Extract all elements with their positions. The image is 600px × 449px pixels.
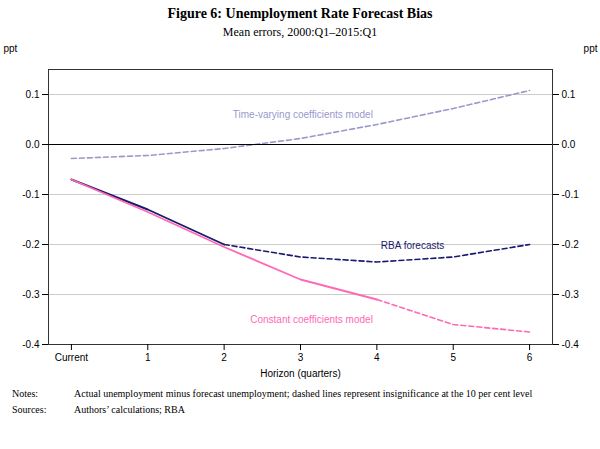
svg-text:-0.1: -0.1 <box>22 189 40 200</box>
svg-text:Horizon (quarters): Horizon (quarters) <box>260 368 341 379</box>
html-text:Sources:: Sources: <box>12 403 47 415</box>
html-text:Authors’ calculations; RBA: Authors’ calculations; RBA <box>74 403 185 415</box>
html-text:Notes:: Notes: <box>12 388 39 400</box>
html-text:Mean errors, 2000:Q1–2015:Q1: Mean errors, 2000:Q1–2015:Q1 <box>222 24 378 39</box>
svg-text:-0.1: -0.1 <box>562 189 580 200</box>
svg-text:-0.3: -0.3 <box>22 289 40 300</box>
svg-text:Time-varying coefficients mode: Time-varying coefficients model <box>233 109 373 120</box>
svg-text:-0.3: -0.3 <box>562 289 580 300</box>
svg-text:5: 5 <box>450 352 456 363</box>
svg-text:-0.4: -0.4 <box>22 339 40 350</box>
svg-text:ppt: ppt <box>584 43 598 54</box>
svg-text:-0.2: -0.2 <box>562 239 580 250</box>
svg-text:0.1: 0.1 <box>562 89 576 100</box>
svg-text:6: 6 <box>527 352 533 363</box>
svg-text:0.0: 0.0 <box>26 139 40 150</box>
svg-text:Current: Current <box>55 352 89 363</box>
svg-text:2: 2 <box>221 352 227 363</box>
svg-text:0.1: 0.1 <box>26 89 40 100</box>
html-text:Figure 6: Unemployment Rate Fo: Figure 6: Unemployment Rate Forecast Bia… <box>167 6 433 21</box>
svg-text:-0.2: -0.2 <box>22 239 40 250</box>
html-text:Actual unemployment minus fore: Actual unemployment minus forecast unemp… <box>74 388 533 400</box>
svg-text:RBA forecasts: RBA forecasts <box>381 240 444 251</box>
svg-text:1: 1 <box>145 352 151 363</box>
svg-text:3: 3 <box>298 352 304 363</box>
svg-text:ppt: ppt <box>4 43 18 54</box>
svg-text:4: 4 <box>374 352 380 363</box>
svg-text:Constant coefficients model: Constant coefficients model <box>250 314 373 325</box>
svg-text:0.0: 0.0 <box>562 139 576 150</box>
svg-text:-0.4: -0.4 <box>562 339 580 350</box>
